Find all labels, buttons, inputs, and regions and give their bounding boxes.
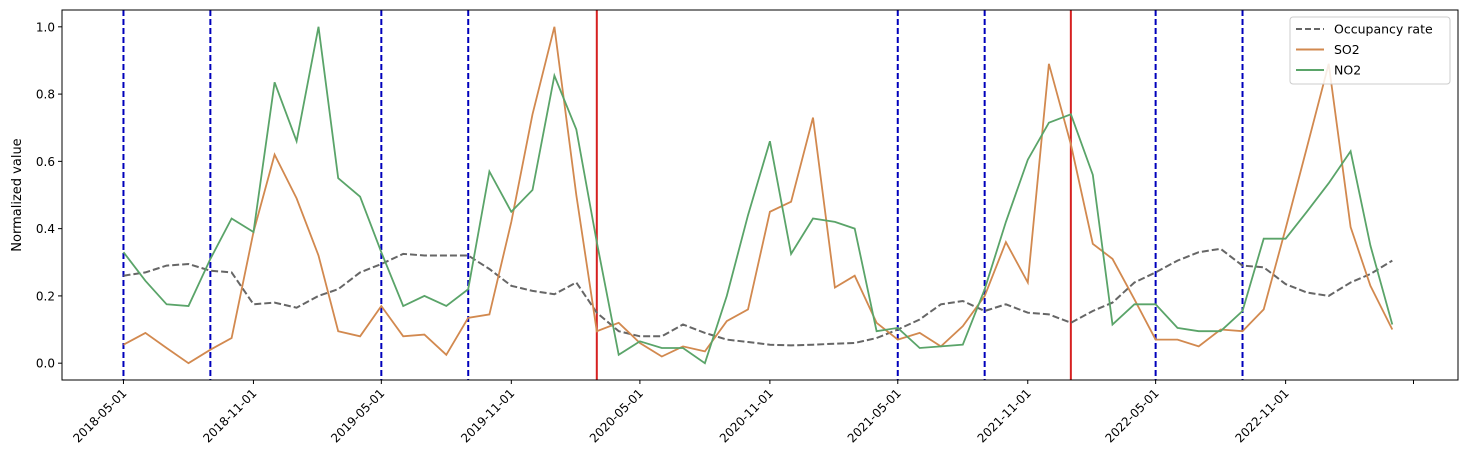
x-tick-label: 2021-11-01 [975, 386, 1034, 445]
y-tick-label: 0.8 [36, 88, 55, 102]
y-axis-label: Normalized value [10, 138, 25, 251]
plot-marks [123, 10, 1392, 380]
y-tick-label: 0.6 [36, 155, 55, 169]
x-tick-label: 2018-05-01 [70, 386, 129, 445]
legend-entry: NO2 [1334, 63, 1361, 78]
x-tick-label: 2022-05-01 [1103, 386, 1162, 445]
x-tick-label: 2021-05-01 [845, 386, 904, 445]
y-tick-label: 0.4 [36, 222, 55, 236]
x-tick-label: 2022-11-01 [1233, 386, 1292, 445]
x-axis: 2018-05-01 2018-11-01 2019-05-01 2019-11-01… [70, 380, 1413, 445]
x-tick-label: 2018-11-01 [200, 386, 259, 445]
legend-entry: SO2 [1334, 42, 1360, 57]
x-tick-label: 2019-05-01 [328, 386, 387, 445]
legend-entry: Occupancy rate [1334, 22, 1433, 37]
y-axis: 0.0 0.2 0.4 0.6 0.8 1.0 [36, 20, 62, 370]
series-line-no2 [124, 27, 1393, 363]
y-tick-label: 0.2 [36, 289, 55, 303]
y-tick-label: 1.0 [36, 20, 55, 34]
x-tick-label: 2019-11-01 [458, 386, 517, 445]
legend: Occupancy rate SO2 NO2 [1290, 17, 1450, 84]
x-tick-label: 2020-05-01 [587, 386, 646, 445]
y-tick-label: 0.0 [36, 357, 55, 371]
x-tick-label: 2020-11-01 [717, 386, 776, 445]
series-line-so2 [124, 27, 1393, 363]
